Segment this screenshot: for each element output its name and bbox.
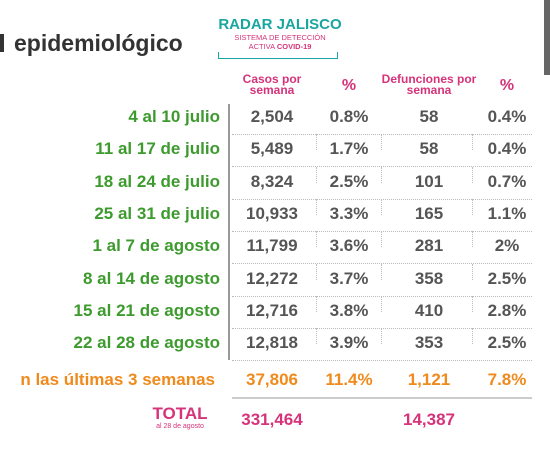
cut-glyph xyxy=(0,34,4,52)
column-rule xyxy=(381,134,382,151)
cell: 8,324 xyxy=(250,171,294,191)
column-rule xyxy=(472,134,473,151)
column-header: % xyxy=(341,77,357,94)
row-rule xyxy=(232,360,532,362)
cell: 58 xyxy=(419,139,439,159)
summary-cell: 1,121 xyxy=(407,370,451,389)
column-rule xyxy=(381,328,382,345)
total-rule xyxy=(232,397,532,399)
cell: 10,933 xyxy=(246,203,298,223)
row-rule xyxy=(232,166,532,168)
total-label: TOTAL xyxy=(152,404,208,423)
summary-cell: 7.8% xyxy=(487,370,527,389)
cell: 58 xyxy=(419,107,439,126)
row-label: 22 al 28 de agosto xyxy=(73,333,220,353)
column-rule xyxy=(472,166,473,183)
column-rule xyxy=(472,231,473,248)
summary-cell: 37,806 xyxy=(246,370,298,389)
row-rule xyxy=(232,295,532,297)
column-rule xyxy=(316,263,317,280)
cell: 281 xyxy=(414,236,444,256)
row-rule xyxy=(232,198,532,200)
cell: 5,489 xyxy=(250,139,294,159)
cell: 0.7% xyxy=(487,171,527,191)
total-deaths: 14,387 xyxy=(403,410,455,429)
column-rule xyxy=(472,295,473,312)
logo-text: COVID-19 xyxy=(276,42,312,51)
logo-line: ACTIVA COVID-19 xyxy=(213,42,347,51)
cell: 11,799 xyxy=(246,236,298,256)
cell: 358 xyxy=(414,268,444,288)
column-rule xyxy=(316,134,317,151)
column-rule xyxy=(381,263,382,280)
cell: 165 xyxy=(414,203,444,223)
cell: 101 xyxy=(414,171,444,191)
logo-name: RADAR JALISCO xyxy=(218,16,342,33)
cell: 2.5% xyxy=(329,171,369,191)
cell: 1.1% xyxy=(487,203,527,223)
column-header: % xyxy=(499,77,515,94)
cell: 0.8% xyxy=(329,107,369,126)
column-rule xyxy=(316,328,317,345)
row-label: 18 al 24 de julio xyxy=(94,171,220,191)
row-label: 25 al 31 de julio xyxy=(94,203,220,223)
row-label: 15 al 21 de agosto xyxy=(73,300,220,320)
row-label: 1 al 7 de agosto xyxy=(92,236,220,256)
column-rule xyxy=(381,295,382,312)
cell: 3.8% xyxy=(329,300,369,320)
edge xyxy=(544,0,550,75)
cell: 0.4% xyxy=(487,139,527,159)
cell: 3.3% xyxy=(329,203,369,223)
column-rule xyxy=(316,198,317,215)
cell: 2.5% xyxy=(487,333,527,353)
column-rule xyxy=(316,295,317,312)
column-rule xyxy=(381,166,382,183)
column-header: Defunciones por semana xyxy=(381,72,477,97)
cell: 3.7% xyxy=(329,268,369,288)
cell: 12,818 xyxy=(246,333,298,353)
row-rule xyxy=(232,134,532,135)
column-rule xyxy=(472,198,473,215)
row-rule xyxy=(232,230,532,232)
row-rule xyxy=(232,327,532,329)
row-label: 11 al 17 de julio xyxy=(95,139,220,159)
column-rule xyxy=(472,263,473,280)
cell: 12,716 xyxy=(246,300,298,320)
cell: 2,504 xyxy=(250,107,294,126)
row-label: 8 al 14 de agosto xyxy=(83,268,220,288)
cell: 12,272 xyxy=(246,268,298,288)
cell: 2.5% xyxy=(487,268,527,288)
summary-label: n las últimas 3 semanas xyxy=(20,370,215,389)
summary-cell: 11.4% xyxy=(325,370,373,389)
cell: 410 xyxy=(414,300,444,320)
cell: 353 xyxy=(414,333,444,353)
column-header: Casos por semana xyxy=(242,72,302,97)
column-rule xyxy=(316,231,317,248)
column-rule xyxy=(472,328,473,345)
cell: 3.6% xyxy=(329,236,369,256)
row-rule xyxy=(232,263,532,265)
logo-frame xyxy=(218,52,338,59)
title: epidemiológico xyxy=(14,30,183,56)
cell: 2% xyxy=(494,236,520,256)
row-label: 4 al 10 julio xyxy=(128,107,220,126)
column-rule xyxy=(381,231,382,248)
logo-text: ACTIVA xyxy=(248,42,275,51)
divider xyxy=(228,104,230,360)
total-cases: 331,464 xyxy=(241,410,303,429)
cell: 3.9% xyxy=(329,333,369,353)
logo-line: SISTEMA DE DETECCIÓN xyxy=(234,33,326,42)
column-rule xyxy=(381,198,382,215)
cell: 0.4% xyxy=(487,107,527,126)
total-sublabel: al 28 de agosto xyxy=(156,423,204,430)
logo: RADAR JALISCO SISTEMA DE DETECCIÓN ACTIV… xyxy=(213,16,347,51)
cell: 1.7% xyxy=(329,139,369,159)
cell: 2.8% xyxy=(487,300,527,320)
column-rule xyxy=(316,166,317,183)
